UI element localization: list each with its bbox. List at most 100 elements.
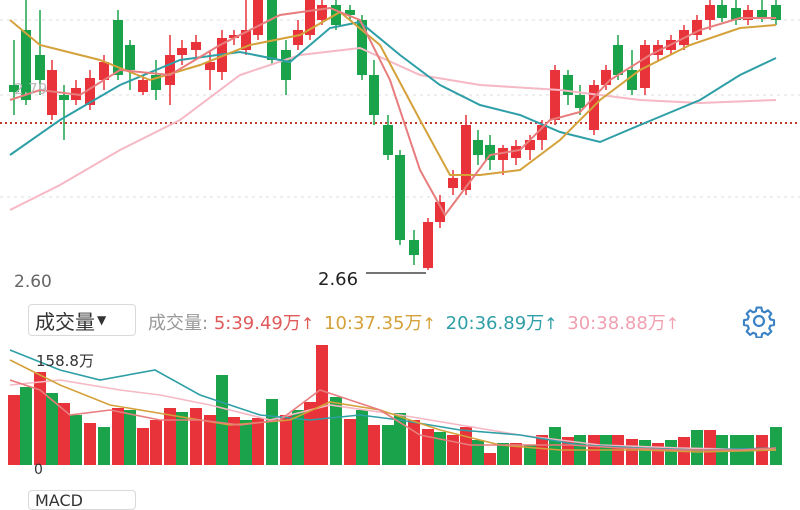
candle-body xyxy=(731,8,741,20)
volume-bar xyxy=(150,420,162,465)
volume-bar xyxy=(356,410,368,465)
volume-bar xyxy=(266,399,278,465)
volume-bar xyxy=(394,413,406,465)
volume-max-label: 158.8万 xyxy=(36,352,94,370)
vol-ma5-line xyxy=(9,379,777,451)
volume-zero-label: 0 xyxy=(34,462,43,478)
candle-body xyxy=(743,10,753,20)
indicator-selector-label: 成交量 xyxy=(35,309,95,334)
candle-body xyxy=(383,125,393,155)
volume-bar xyxy=(524,445,536,465)
legend-ma20: 20:36.89万↑ xyxy=(446,313,558,334)
volume-bar xyxy=(497,443,509,465)
volume-bar xyxy=(84,423,96,465)
candle-body xyxy=(205,62,215,70)
ma30-line xyxy=(9,46,777,211)
volume-bar xyxy=(292,410,304,465)
candle-body xyxy=(435,202,445,222)
candle-body xyxy=(525,140,535,150)
volume-bar xyxy=(408,420,420,465)
volume-bar xyxy=(20,387,32,465)
candle-body xyxy=(253,0,263,35)
volume-bar xyxy=(472,440,484,465)
volume-bar xyxy=(46,393,58,465)
legend-ma20-value: 20:36.89万 xyxy=(445,313,545,334)
volume-bar xyxy=(70,415,82,465)
candle-body xyxy=(151,75,161,90)
candle-body xyxy=(369,75,379,115)
up-arrow-icon: ↑ xyxy=(665,314,680,333)
up-arrow-icon: ↑ xyxy=(422,314,436,333)
volume-legend: 成交量: 5:39.49万↑ 10:37.35万↑ 20:36.89万↑ 30:… xyxy=(148,309,683,335)
candle-body xyxy=(461,125,471,190)
vol-ma10-line xyxy=(9,359,777,453)
candle-body xyxy=(511,146,521,158)
candle-body xyxy=(229,35,239,38)
macd-indicator-tab[interactable]: MACD xyxy=(28,490,136,510)
candle-body xyxy=(473,140,483,155)
volume-bar xyxy=(382,425,394,465)
volume-bar xyxy=(484,453,496,465)
volume-bar xyxy=(447,435,459,465)
volume-bar xyxy=(536,435,548,465)
volume-bar xyxy=(368,425,380,465)
volume-bar xyxy=(252,418,264,465)
candle-body xyxy=(357,20,367,75)
candle-body xyxy=(125,45,135,70)
volume-bar xyxy=(460,427,472,465)
volume-bar xyxy=(228,417,240,465)
candle-body xyxy=(575,95,585,108)
volume-bar xyxy=(216,375,228,465)
volume-bar xyxy=(344,419,356,465)
candle-body xyxy=(757,10,767,18)
partial-axis-label: 2.79 xyxy=(14,80,47,98)
candle-body xyxy=(345,10,355,15)
indicator-selector[interactable]: 成交量 ▼ xyxy=(28,304,136,336)
volume-bar xyxy=(124,410,136,465)
candle-body xyxy=(771,5,781,20)
candle-body xyxy=(423,222,433,268)
candle-body xyxy=(35,55,45,80)
volume-bar xyxy=(304,402,316,465)
ma20-line xyxy=(9,20,777,156)
macd-tab-label: MACD xyxy=(35,491,83,510)
up-arrow-icon: ↑ xyxy=(300,314,315,333)
candle-body xyxy=(317,5,327,20)
candle-body xyxy=(191,42,201,50)
volume-bar xyxy=(280,415,292,465)
volume-bar xyxy=(34,372,46,465)
volume-chart[interactable] xyxy=(0,340,800,465)
volume-bar xyxy=(691,430,703,465)
volume-bar xyxy=(164,408,176,465)
candle-body xyxy=(281,50,291,80)
candle-body xyxy=(537,125,547,140)
candle-body xyxy=(99,62,109,80)
candle-body xyxy=(485,145,495,160)
candle-body xyxy=(85,78,95,105)
legend-ma30-value: 30:38.88万 xyxy=(567,313,666,334)
candle-body xyxy=(138,80,148,92)
vol-ma20-line xyxy=(9,349,777,451)
low-price-label: 2.66 xyxy=(318,269,358,290)
candle-body xyxy=(267,0,277,60)
candle-body xyxy=(9,85,19,92)
candle-body xyxy=(21,30,31,100)
candle-body xyxy=(409,240,419,255)
volume-bar xyxy=(137,428,149,465)
candle-body xyxy=(563,75,573,95)
candle-body xyxy=(305,0,315,35)
candle-body xyxy=(705,5,715,20)
legend-ma10: 10:37.35万↑ xyxy=(324,313,436,334)
candle-body xyxy=(59,95,69,100)
volume-bar xyxy=(98,427,110,465)
volume-bar xyxy=(510,443,522,465)
volume-bar xyxy=(240,420,252,465)
volume-legend-title: 成交量: xyxy=(148,313,209,334)
volume-bar xyxy=(8,395,20,465)
candlestick-chart[interactable]: 2.66 2.79 xyxy=(0,0,800,300)
candle-body xyxy=(395,155,405,240)
chevron-down-icon: ▼ xyxy=(97,313,107,327)
volume-bar xyxy=(434,432,446,465)
gear-icon[interactable] xyxy=(742,304,776,338)
candle-body xyxy=(613,45,623,75)
